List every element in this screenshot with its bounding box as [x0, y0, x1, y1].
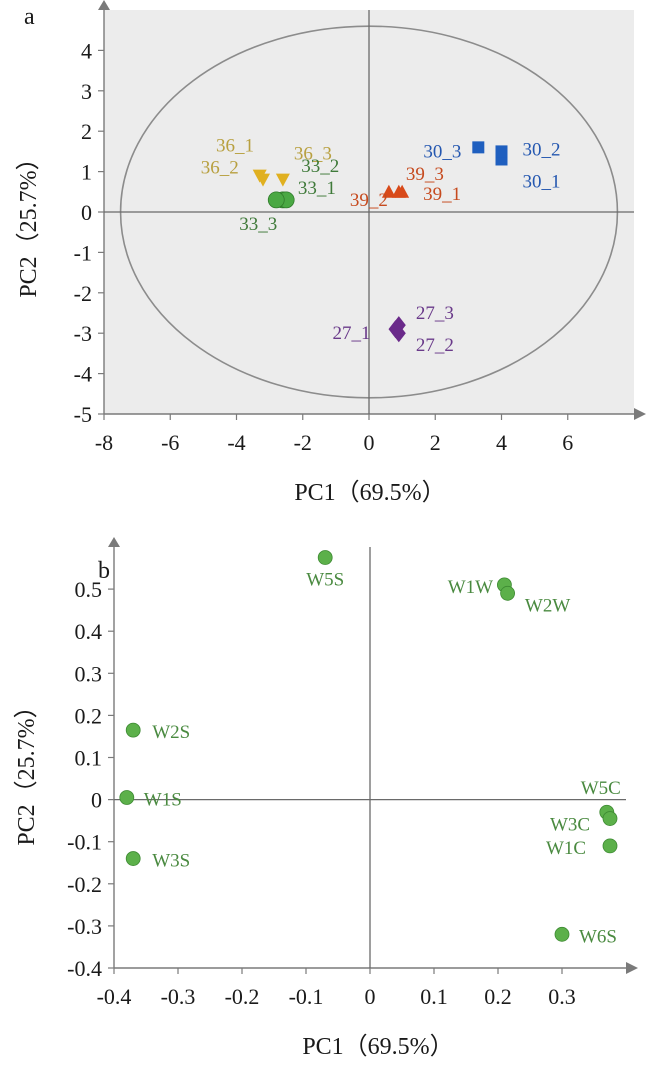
y-axis-arrow-icon [98, 0, 110, 10]
panel-a-label: a [24, 4, 35, 30]
y-tick-label: -4 [74, 362, 92, 387]
x-tick-label: -4 [227, 430, 245, 455]
y-tick-label: 4 [81, 38, 92, 63]
x-tick-label: -0.2 [225, 984, 260, 1009]
x-tick-label: 0.2 [484, 984, 512, 1009]
point-label-W1C: W1C [546, 838, 586, 859]
y-tick-label: -0.1 [67, 830, 102, 855]
point-label-27_2: 27_2 [416, 335, 454, 356]
panel-b-axes [108, 537, 638, 974]
y-tick-label: 0.4 [75, 619, 103, 644]
point-label-36_1: 36_1 [216, 136, 254, 157]
panel-a-data-points [252, 141, 508, 343]
x-tick-label: -0.3 [161, 984, 196, 1009]
data-point-30_2 [495, 145, 508, 158]
point-label-36_2: 36_2 [201, 158, 239, 179]
point-label-W5S: W5S [306, 570, 344, 591]
x-tick-label: -2 [294, 430, 312, 455]
data-point-W1S [119, 790, 135, 805]
y-tick-label: -0.2 [67, 872, 102, 897]
x-tick-label: -0.1 [289, 984, 324, 1009]
data-point-W1C [602, 838, 618, 854]
panel-b-tick-labels: -0.4 -0.3 -0.2 -0.1 0 0.1 0.2 0.3 0.4 0.5 -0.4 -0.3… [67, 577, 576, 1009]
y-tick-label: 0.3 [75, 661, 103, 686]
panel-b-label: b [98, 558, 110, 584]
x-axis-arrow-icon [626, 962, 638, 974]
panel-a-tick-labels: -5 -4 -3 -2 -1 0 1 2 3 4 -8 -6 -4 -2 0 2 4 6 [74, 38, 574, 455]
x-tick-label: 0.3 [548, 984, 576, 1009]
point-label-W1S: W1S [144, 789, 182, 810]
data-point-39_3 [391, 184, 406, 198]
x-tick-label: 4 [496, 430, 507, 455]
x-tick-label: 6 [562, 430, 573, 455]
panel-a-axes [98, 0, 646, 420]
x-tick-label: 2 [430, 430, 441, 455]
point-label-W3S: W3S [152, 851, 190, 872]
panel-b-data-points [119, 550, 618, 942]
point-label-27_1: 27_1 [333, 323, 371, 344]
panel-a-x-axis-title: PC1（69.5%） [294, 480, 445, 506]
data-point-36_2 [252, 169, 267, 183]
y-tick-label: 0.2 [75, 703, 103, 728]
y-tick-label: 0 [91, 788, 102, 813]
point-label-33_2: 33_2 [301, 156, 339, 177]
x-tick-label: 0 [364, 430, 375, 455]
data-point-27_3 [391, 316, 406, 335]
panel-a-point-labels: 36_136_2 36_3 33_133_2 33_3 39_1 39_2 39_3 30_1… [201, 136, 561, 357]
y-tick-label: -3 [74, 321, 92, 346]
data-point-30_3 [472, 141, 485, 154]
point-label-39_1: 39_1 [423, 184, 461, 205]
point-label-W6S: W6S [579, 926, 617, 947]
y-tick-label: 3 [81, 79, 92, 104]
y-tick-label: 0 [81, 200, 92, 225]
data-point-36_3 [275, 173, 290, 187]
point-label-W5C: W5C [581, 778, 621, 799]
y-tick-label: -1 [74, 240, 92, 265]
x-axis-arrow-icon [634, 408, 646, 420]
x-tick-label: -0.4 [97, 984, 132, 1009]
panel-a-y-axis-title: PC2（25.7%） [16, 146, 42, 297]
point-label-30_2: 30_2 [523, 139, 561, 160]
point-label-30_1: 30_1 [523, 171, 561, 192]
y-tick-label: -0.3 [67, 914, 102, 939]
y-tick-label: -5 [74, 402, 92, 427]
x-tick-label: 0.1 [420, 984, 448, 1009]
data-point-W3S [125, 851, 141, 866]
data-point-W2W [500, 585, 516, 601]
y-tick-label: 2 [81, 119, 92, 144]
data-point-W5S [317, 550, 333, 565]
point-label-33_3: 33_3 [239, 214, 277, 235]
panel-a-pca-scores-chart: -5 -4 -3 -2 -1 0 1 2 3 4 -8 -6 -4 -2 0 2 4 6 36_136_2 36_3… [16, 0, 646, 506]
panel-b-pca-loadings-chart: -0.4 -0.3 -0.2 -0.1 0 0.1 0.2 0.3 0.4 0.5 -0.4 -0.3… [14, 537, 638, 1060]
y-tick-label: 0.5 [75, 577, 103, 602]
point-label-39_3: 39_3 [406, 164, 444, 185]
point-label-27_3: 27_3 [416, 303, 454, 324]
y-axis-arrow-icon [108, 537, 120, 547]
x-tick-label: -8 [95, 430, 113, 455]
point-label-W3C: W3C [550, 815, 590, 836]
point-label-33_1: 33_1 [298, 178, 336, 199]
y-tick-label: 0.1 [75, 746, 103, 771]
data-point-33_3 [267, 191, 285, 209]
point-label-39_2: 39_2 [350, 190, 388, 211]
data-point-W2S [125, 722, 141, 738]
panel-b-x-axis-title: PC1（69.5%） [302, 1034, 453, 1060]
y-tick-label: -0.4 [67, 956, 102, 981]
point-label-W2S: W2S [152, 722, 190, 743]
point-label-W2W: W2W [525, 595, 570, 616]
data-point-W3C [602, 811, 618, 826]
point-label-36_3: 36_3 [294, 144, 332, 165]
x-tick-label: 0 [365, 984, 376, 1009]
x-tick-label: -6 [161, 430, 179, 455]
panel-b-y-axis-title: PC2（25.7%） [14, 694, 40, 845]
data-point-39_2 [381, 184, 396, 198]
y-tick-label: -2 [74, 281, 92, 306]
point-label-W1W: W1W [448, 577, 493, 598]
point-label-30_3: 30_3 [423, 141, 461, 162]
y-tick-label: 1 [81, 160, 92, 185]
data-point-W6S [554, 926, 570, 942]
